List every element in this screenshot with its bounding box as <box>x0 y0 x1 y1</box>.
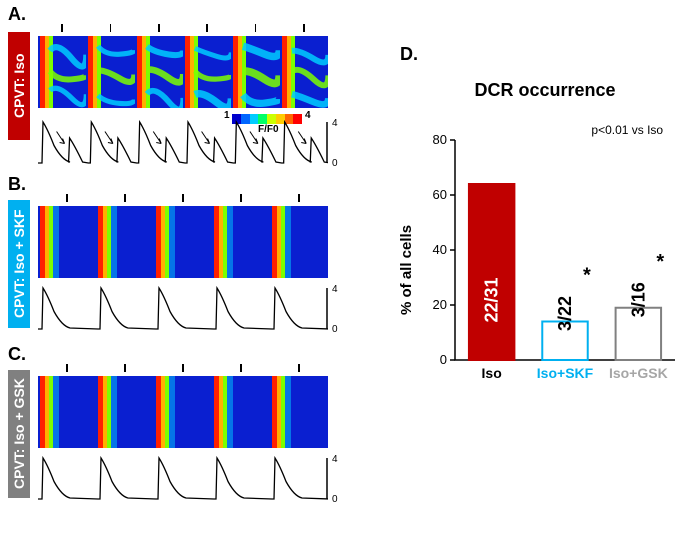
svg-text:22/31: 22/31 <box>482 277 502 322</box>
svg-text:*: * <box>656 251 664 273</box>
panel-c-ticks <box>38 364 328 374</box>
svg-text:p<0.01 vs Iso: p<0.01 vs Iso <box>591 123 663 137</box>
panel-c-trace <box>38 454 328 504</box>
panel-a-heatmap <box>38 36 328 108</box>
svg-text:Iso+SKF: Iso+SKF <box>537 365 594 381</box>
svg-text:40: 40 <box>433 242 447 257</box>
panel-b-trace <box>38 284 328 334</box>
svg-text:3/16: 3/16 <box>628 282 648 317</box>
svg-text:Iso+GSK: Iso+GSK <box>609 365 668 381</box>
panel-a-label: A. <box>8 4 26 25</box>
panel-c-heatmap <box>38 376 328 448</box>
panel-b-heatmap <box>38 206 328 278</box>
svg-text:Iso: Iso <box>482 365 502 381</box>
panel-b-vlabel: CPVT: Iso + SKF <box>8 200 30 328</box>
panel-c-ymax: 4 <box>332 454 338 465</box>
panel-b-ymin: 0 <box>332 324 338 335</box>
panel-a-trace <box>38 118 328 168</box>
svg-text:20: 20 <box>433 297 447 312</box>
dcr-chart: 0 20 40 60 80 22/31 Iso 3/22 * Iso+SKF 3/16 * Iso+GS… <box>420 110 680 390</box>
panel-a-ticks <box>38 24 328 34</box>
chart-title: DCR occurrence <box>430 80 660 101</box>
panel-a-ymax: 4 <box>332 118 338 129</box>
svg-text:0: 0 <box>440 352 447 367</box>
panel-c-ymin: 0 <box>332 494 338 505</box>
panel-b-ymax: 4 <box>332 284 338 295</box>
panel-b-ticks <box>38 194 328 204</box>
svg-text:80: 80 <box>433 132 447 147</box>
panel-a-ymin: 0 <box>332 158 338 169</box>
panel-c-vlabel: CPVT: Iso + GSK <box>8 370 30 498</box>
svg-text:60: 60 <box>433 187 447 202</box>
panel-c-label: C. <box>8 344 26 365</box>
chart-ylabel: % of all cells <box>398 175 415 315</box>
panel-d-label: D. <box>400 44 418 65</box>
svg-text:3/22: 3/22 <box>555 296 575 331</box>
panel-b-label: B. <box>8 174 26 195</box>
panel-a-vlabel: CPVT: Iso <box>8 32 30 140</box>
svg-text:*: * <box>583 265 591 287</box>
